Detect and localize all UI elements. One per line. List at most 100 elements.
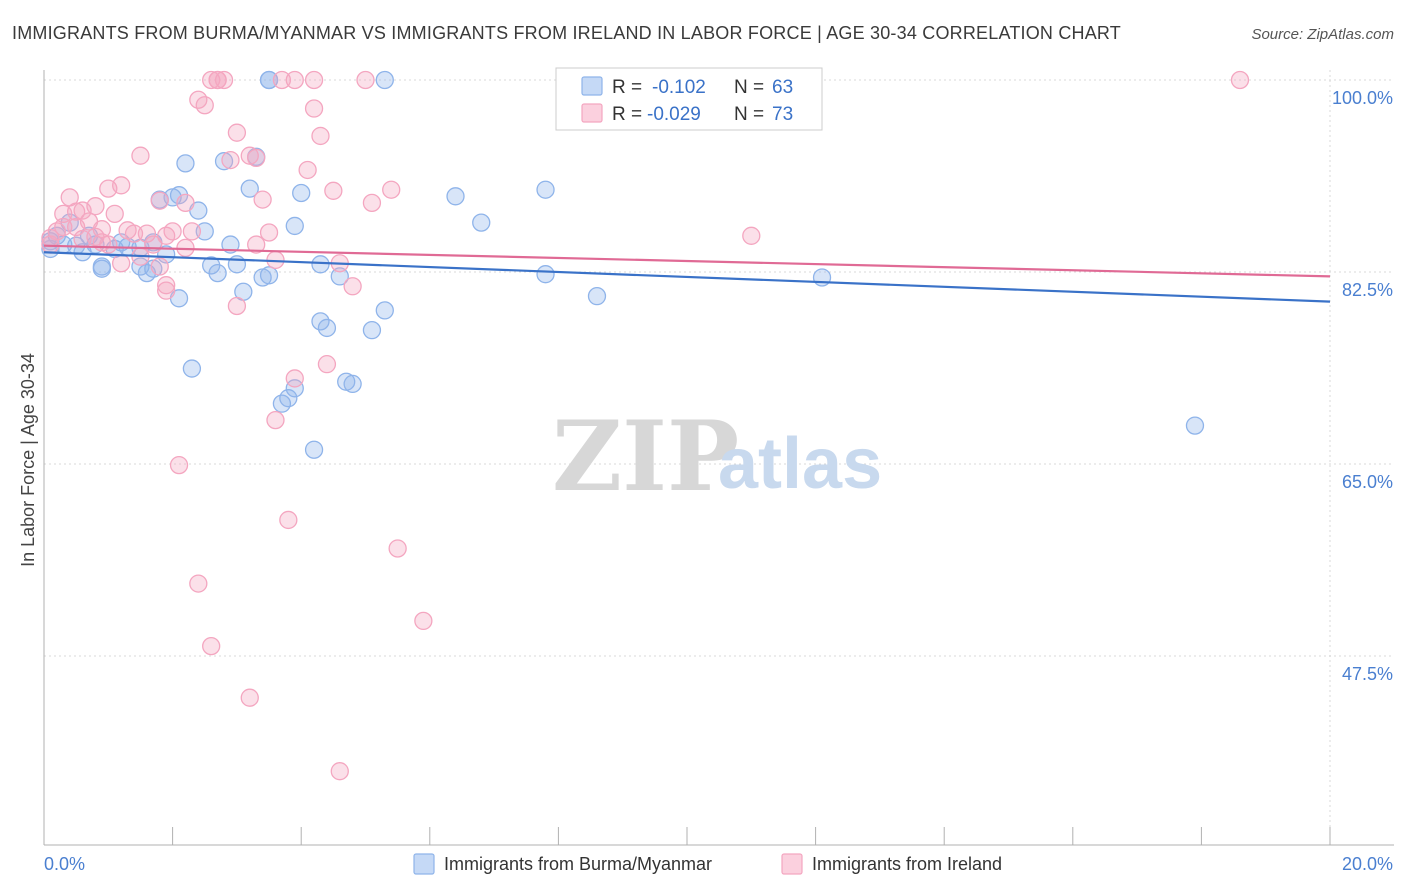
point-burma-45 — [304, 440, 324, 459]
y-tick-label-0: 100.0% — [1332, 88, 1393, 108]
legend-r-label-burma: R = — [612, 77, 642, 98]
legend-swatch-ireland — [581, 103, 603, 123]
watermark-atlas: atlas — [718, 424, 882, 504]
legend-r-value-burma: -0.102 — [652, 77, 706, 98]
point-ireland-46 — [247, 148, 266, 168]
legend-n-label-ireland: N = — [734, 104, 764, 125]
point-burma-37 — [259, 266, 279, 285]
series-legend-label-burma: Immigrants from Burma/Myanmar — [444, 854, 712, 874]
point-burma-31 — [221, 235, 240, 254]
legend-n-label-burma: N = — [734, 77, 764, 98]
point-burma-41 — [279, 389, 298, 408]
point-ireland-17 — [105, 204, 124, 224]
point-burma-10 — [92, 259, 112, 278]
point-ireland-59 — [311, 126, 330, 146]
point-ireland-27 — [150, 257, 169, 276]
point-ireland-48 — [253, 190, 272, 209]
point-ireland-58 — [304, 99, 324, 118]
point-burma-52 — [362, 320, 382, 340]
point-burma-43 — [285, 216, 304, 236]
point-ireland-31 — [163, 222, 182, 241]
point-burma-39 — [259, 70, 279, 90]
point-ireland-19 — [112, 254, 131, 273]
trend-line-ireland — [43, 244, 1331, 278]
series-legend-swatch-ireland — [781, 853, 803, 875]
watermark: ZIP atlas — [552, 400, 882, 513]
x-tick-label-min: 0.0% — [44, 854, 85, 874]
legend-n-value-burma: 63 — [772, 77, 793, 98]
point-ireland-51 — [266, 410, 285, 430]
point-ireland-71 — [202, 636, 221, 656]
point-burma-53 — [375, 301, 394, 320]
point-burma-62 — [1185, 416, 1205, 435]
point-ireland-42 — [221, 150, 240, 170]
legend-n-value-ireland: 73 — [772, 104, 793, 125]
point-ireland-52 — [272, 70, 292, 90]
point-ireland-32 — [169, 455, 189, 475]
x-tick-label-max: 20.0% — [1342, 854, 1393, 874]
point-ireland-33 — [176, 193, 195, 213]
point-ireland-72 — [240, 688, 259, 707]
chart-source: Source: ZipAtlas.com — [1251, 26, 1394, 43]
legend-r-label-ireland: R = — [612, 104, 642, 125]
point-burma-58 — [536, 180, 555, 199]
point-ireland-61 — [324, 181, 343, 200]
point-burma-55 — [446, 187, 465, 206]
point-ireland-30 — [157, 276, 176, 295]
point-ireland-57 — [304, 70, 324, 90]
point-burma-30 — [214, 152, 234, 171]
series-legend: Immigrants from Burma/Myanmar Immigrants… — [413, 853, 1002, 875]
point-ireland-65 — [356, 70, 375, 90]
point-ireland-49 — [259, 223, 279, 242]
point-burma-56 — [472, 213, 491, 232]
stats-legend: R = -0.102 N = 63 R = -0.029 N = 73 — [555, 67, 823, 131]
point-ireland-18 — [112, 176, 131, 195]
point-ireland-44 — [227, 296, 247, 316]
y-tick-label-1: 82.5% — [1342, 280, 1393, 300]
point-ireland-22 — [131, 146, 150, 165]
point-ireland-11 — [86, 197, 105, 216]
point-burma-42 — [285, 379, 304, 398]
y-tick-label-2: 65.0% — [1342, 472, 1393, 492]
point-burma-34 — [240, 179, 259, 198]
point-burma-49 — [330, 267, 349, 286]
trend-lines — [43, 244, 1331, 303]
point-ireland-70 — [189, 574, 208, 593]
point-burma-47 — [311, 312, 330, 331]
point-ireland-60 — [317, 355, 337, 374]
point-ireland-68 — [388, 539, 407, 558]
series-legend-swatch-burma — [413, 853, 435, 875]
point-ireland-67 — [382, 180, 401, 199]
point-ireland-37 — [195, 96, 214, 115]
point-burma-29 — [208, 263, 227, 283]
point-burma-44 — [292, 183, 311, 203]
point-ireland-43 — [227, 123, 247, 142]
axes — [43, 70, 1394, 846]
point-ireland-64 — [343, 277, 362, 296]
point-ireland-6 — [67, 202, 86, 221]
point-burma-51 — [343, 374, 362, 394]
point-ireland-74 — [1230, 70, 1250, 90]
point-burma-57 — [536, 265, 555, 284]
point-ireland-69 — [414, 611, 433, 631]
y-tick-labels: 100.0% 82.5% 65.0% 47.5% — [1332, 88, 1393, 684]
series-legend-label-ireland: Immigrants from Ireland — [812, 854, 1002, 874]
point-ireland-55 — [285, 70, 304, 90]
point-ireland-38 — [202, 70, 221, 90]
legend-r-value-ireland: -0.029 — [647, 104, 701, 125]
point-burma-24 — [176, 154, 195, 173]
point-ireland-24 — [137, 224, 157, 243]
point-burma-59 — [587, 286, 607, 306]
point-burma-46 — [311, 255, 330, 274]
y-axis-label: In Labor Force | Age 30-34 — [18, 353, 38, 567]
point-burma-54 — [375, 70, 394, 90]
trend-line-burma — [43, 251, 1331, 303]
point-ireland-3 — [54, 217, 73, 237]
point-burma-25 — [182, 359, 202, 378]
point-burma-27 — [195, 222, 214, 241]
point-ireland-63 — [330, 762, 349, 781]
point-ireland-56 — [298, 160, 317, 180]
point-burma-48 — [317, 318, 337, 338]
point-ireland-21 — [124, 224, 144, 243]
